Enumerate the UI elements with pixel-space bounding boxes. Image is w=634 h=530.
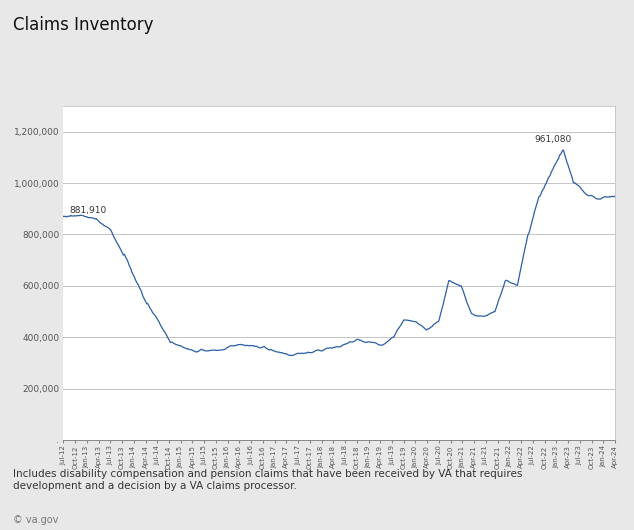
Text: Includes disability compensation and pension claims that have been received by V: Includes disability compensation and pen…	[13, 469, 522, 491]
Text: 881,910: 881,910	[69, 206, 107, 215]
Text: Claims Inventory: Claims Inventory	[13, 16, 153, 34]
Text: 961,080: 961,080	[534, 135, 571, 144]
Text: © va.gov: © va.gov	[13, 515, 58, 525]
